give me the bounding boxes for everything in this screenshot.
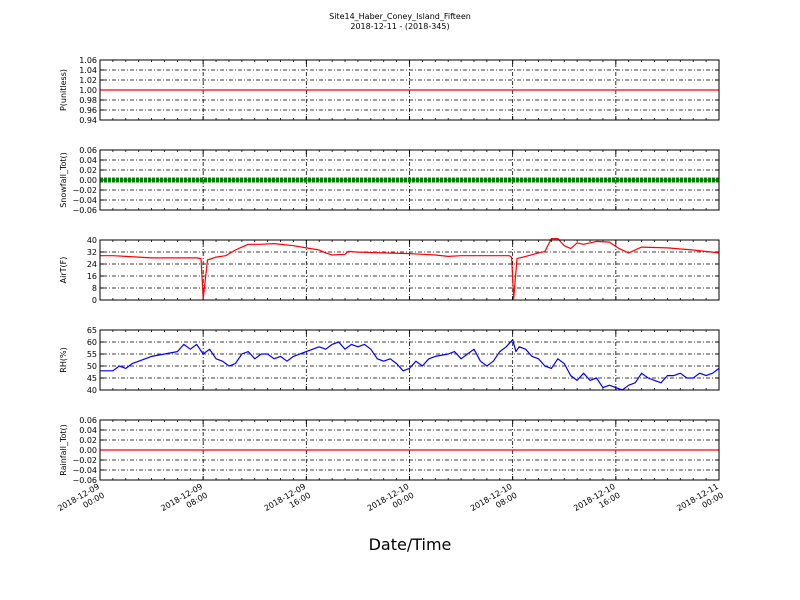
y-axis-label: Snowfall_Tot() [59, 152, 68, 208]
y-tick-label: 1.02 [79, 76, 97, 85]
y-tick-label: 1.06 [79, 56, 97, 65]
y-axis-label: RH(%) [59, 347, 68, 372]
y-tick-label: 0.04 [79, 156, 97, 165]
y-tick-label: 1.04 [79, 66, 97, 75]
y-tick-label: 0.94 [79, 116, 97, 125]
chart-subtitle: 2018-12-11 - (2018-345) [350, 22, 449, 31]
y-tick-label: 0.06 [79, 416, 97, 425]
y-axis-label: Rainfall_Tot() [59, 424, 68, 476]
chart-title: Site14_Haber_Coney_Island_Fifteen [329, 12, 471, 21]
y-tick-label: 0.00 [79, 446, 97, 455]
y-axis-label: P(unitless) [59, 69, 68, 111]
axes-frame [99, 419, 720, 481]
y-tick-label: 0.00 [79, 176, 97, 185]
panel-4: 40 45 50 55 60 65 RH(%) [59, 326, 720, 395]
panels: 0.940.960.981.001.021.041.06 P(unitless) −… [59, 56, 720, 485]
y-tick-label: 65 [87, 326, 97, 335]
y-tick-label: −0.04 [72, 466, 97, 475]
y-tick-label: 0.98 [79, 96, 97, 105]
x-axis-label: Date/Time [369, 535, 452, 554]
y-tick-label: 0.02 [79, 436, 97, 445]
panel-2: −0.06−0.04−0.020.000.020.040.06 Snowfall_… [59, 146, 720, 215]
panel-5: −0.06−0.04−0.020.000.020.040.06 Rainfall_… [59, 416, 720, 485]
y-tick-label: 0.06 [79, 146, 97, 155]
y-tick-label: 0.02 [79, 166, 97, 175]
y-tick-label: 60 [87, 338, 97, 347]
y-tick-label: 24 [87, 260, 97, 269]
y-tick-label: 0 [92, 296, 97, 305]
y-tick-label: 16 [87, 272, 97, 281]
y-tick-label: 50 [87, 362, 97, 371]
y-tick-label: 40 [87, 236, 97, 245]
y-tick-label: 8 [92, 284, 97, 293]
y-tick-label: 32 [87, 248, 97, 257]
y-tick-label: 0.04 [79, 426, 97, 435]
y-tick-label: 55 [87, 350, 97, 359]
y-tick-label: −0.02 [72, 186, 97, 195]
y-tick-label: 0.96 [79, 106, 97, 115]
series-line [100, 238, 720, 300]
series-line [100, 339, 720, 391]
y-tick-label: 45 [87, 374, 97, 383]
axes-frame [99, 59, 720, 121]
y-tick-label: 40 [87, 386, 97, 395]
panel-3: 0 8 16 24 32 40 AirT(F) [59, 236, 720, 305]
axes-frame [99, 239, 720, 301]
y-tick-label: 1.00 [79, 86, 97, 95]
y-tick-label: −0.04 [72, 196, 97, 205]
y-tick-label: −0.02 [72, 456, 97, 465]
axes-frame [99, 329, 720, 391]
y-tick-label: −0.06 [72, 206, 97, 215]
y-tick-label: −0.06 [72, 476, 97, 485]
panel-1: 0.940.960.981.001.021.041.06 P(unitless) [59, 56, 720, 125]
axes-frame [99, 149, 720, 211]
y-axis-label: AirT(F) [59, 257, 68, 284]
